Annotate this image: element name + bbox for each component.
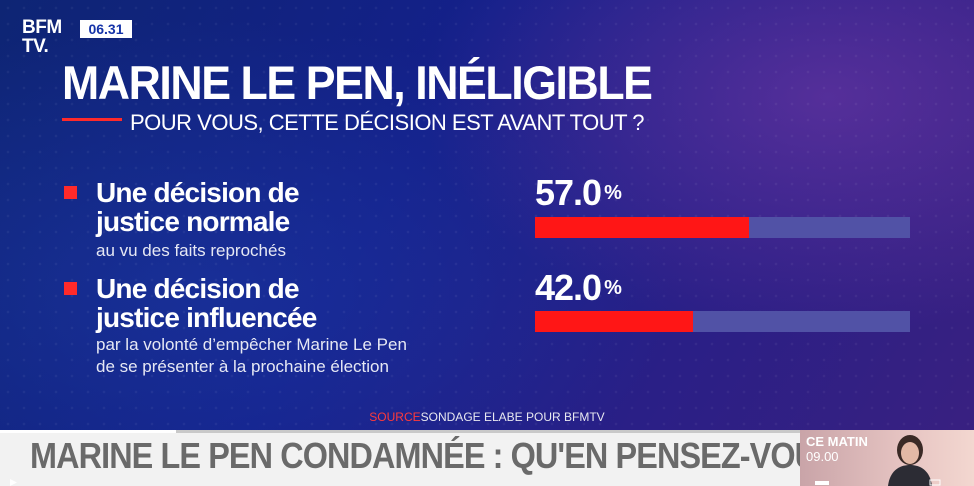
poll-option-1-detail: au vu des faits reprochés [96, 240, 516, 262]
bar-1 [535, 217, 749, 238]
bullet-square-icon [64, 186, 77, 199]
ticker-headline: MARINE LE PEN CONDAMNÉE : QU'EN PENSEZ-V… [30, 435, 866, 476]
data-label-1-unit: % [604, 182, 622, 204]
upcoming-show-panel [800, 430, 974, 486]
poll-option-1-label: Une décision de justice normale [96, 178, 516, 236]
data-label-2: 42.0% [535, 267, 622, 308]
poll-option-2-label-line-1: Une décision de [96, 273, 300, 304]
poll-option-2-detail-line-1: par la volonté d’empêcher Marine Le Pen [96, 335, 407, 354]
poll-option-1-label-line-2: justice normale [96, 206, 290, 237]
poll-option-2-detail: par la volonté d’empêcher Marine Le Pen … [96, 334, 516, 378]
upcoming-show-label: CE MATIN [806, 434, 868, 449]
fullscreen-icon[interactable] [929, 479, 941, 486]
page-title: MARINE LE PEN, INÉLIGIBLE [62, 56, 653, 109]
background-pattern [0, 0, 974, 430]
data-label-1-value: 57.0 [535, 172, 602, 213]
poll-option-2-detail-line-2: de se présenter à la prochaine élection [96, 357, 389, 376]
bar-track-2 [535, 311, 910, 332]
bar-2 [535, 311, 693, 332]
presenter-thumbnail-icon [888, 435, 932, 486]
bullet-square-icon [64, 282, 77, 295]
logo-line-1: BFM [22, 17, 62, 38]
data-label-2-unit: % [604, 277, 622, 299]
source-label: SOURCE [369, 410, 421, 424]
poll-option-2: Une décision de justice influencée par l… [64, 274, 524, 384]
poll-option-1: Une décision de justice normale au vu de… [64, 178, 524, 268]
volume-icon[interactable] [815, 481, 829, 485]
logo-line-2: TV. [22, 36, 49, 57]
play-icon[interactable] [10, 479, 17, 486]
clock-badge: 06.31 [80, 20, 132, 38]
poll-option-1-detail-line-1: au vu des faits reprochés [96, 241, 286, 260]
poll-question: POUR VOUS, CETTE DÉCISION EST AVANT TOUT… [130, 110, 645, 135]
source-text: SONDAGE ELABE POUR BFMTV [420, 410, 605, 424]
upcoming-show-time: 09.00 [806, 449, 839, 464]
lower-third-bar [0, 430, 800, 486]
data-label-2-value: 42.0 [535, 267, 602, 308]
source-credit: SOURCESONDAGE ELABE POUR BFMTV [0, 410, 974, 424]
video-progress-fill [0, 430, 176, 433]
bfmtv-logo: BFM TV. [22, 18, 74, 56]
poll-option-1-label-line-1: Une décision de [96, 177, 300, 208]
bar-track-1 [535, 217, 910, 238]
title-accent-line [62, 118, 122, 121]
poll-option-2-label: Une décision de justice influencée [96, 274, 516, 332]
data-label-1: 57.0% [535, 172, 622, 213]
player-controls [10, 479, 941, 486]
poll-option-2-label-line-2: justice influencée [96, 302, 317, 333]
video-progress-track[interactable] [0, 430, 800, 433]
